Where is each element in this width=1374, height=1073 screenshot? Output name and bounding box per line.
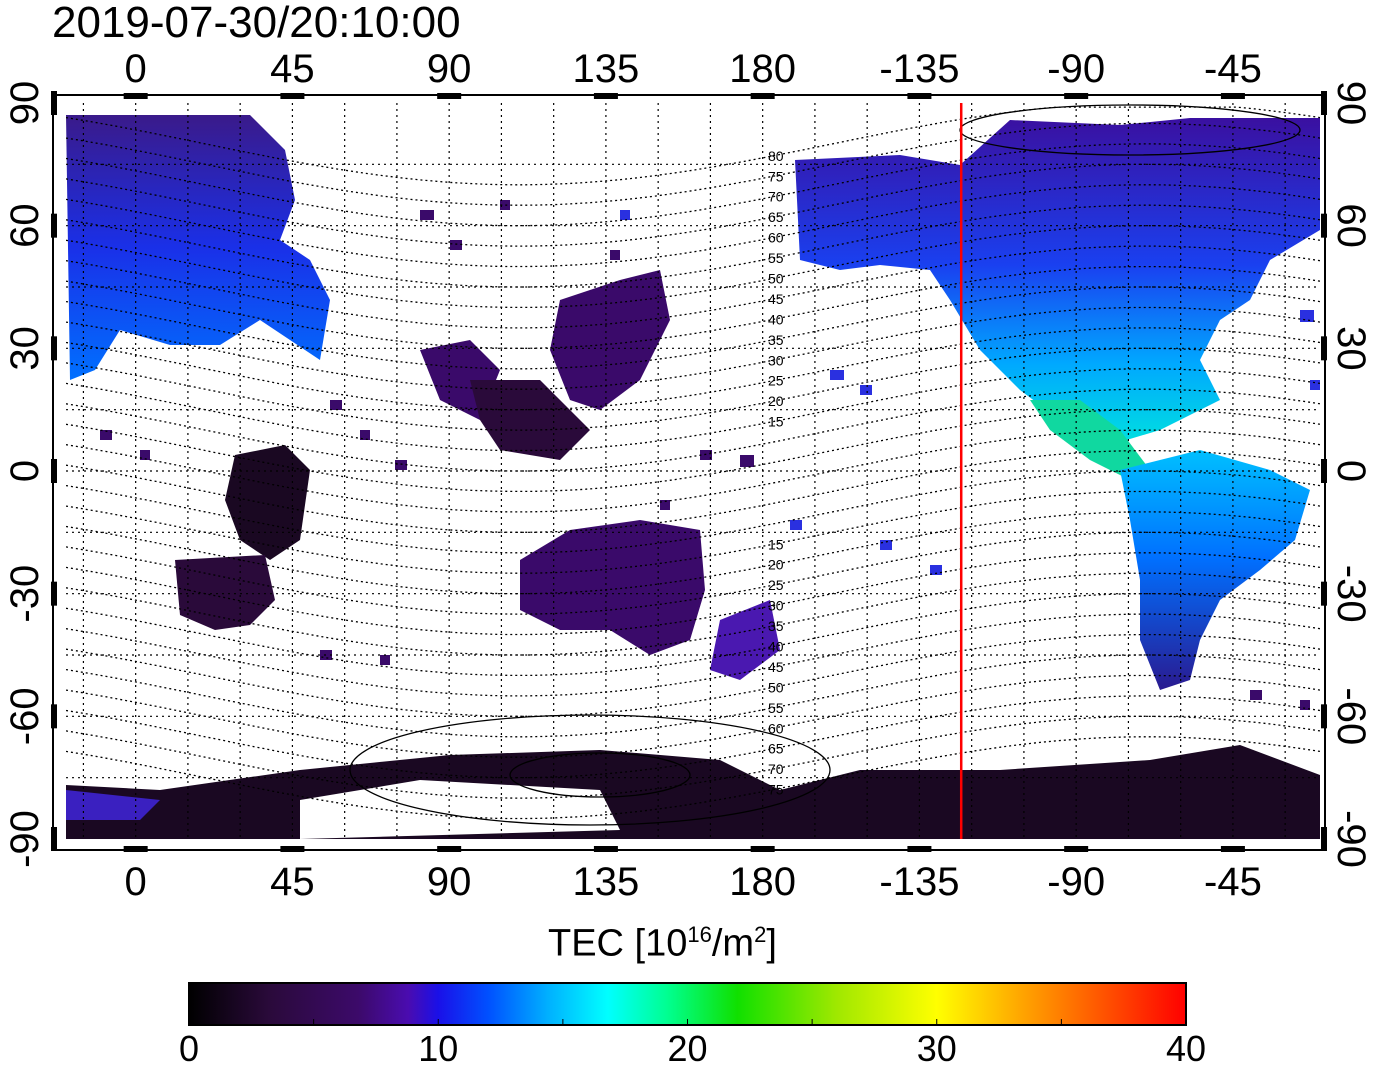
contour-label: 70 [768,189,784,205]
bottom-axis-label: 180 [729,860,796,904]
top-axis-label: -135 [879,47,959,91]
left-axis-label: -90 [3,810,47,868]
region-central-america [1030,400,1150,480]
colorbar-tick-label: 40 [1165,1028,1207,1069]
left-axis-label: -30 [3,565,47,623]
top-axis-label: 135 [573,47,640,91]
right-axis-label: -90 [1329,810,1373,868]
bottom-axis-label: 45 [270,860,315,904]
contour-label: 40 [768,639,784,655]
left-axis-label: 30 [3,326,47,371]
top-axis-label: 0 [125,47,147,91]
left-axis-label: -60 [3,687,47,745]
contour-label: 60 [768,720,784,736]
top-axis-label: 45 [270,47,315,91]
bottom-axis-label: -135 [879,860,959,904]
colorbar-tick-label: 20 [667,1028,708,1069]
right-axis-label: 30 [1329,326,1373,371]
right-axis-label: 90 [1329,81,1373,126]
contour-label: 75 [768,168,784,184]
contour-label: 55 [768,700,784,716]
colorbar-tick-label: 0 [178,1028,200,1069]
bottom-axis-label: 90 [427,860,472,904]
contour-label: 25 [768,373,784,389]
region-europe [66,115,330,380]
colorbar-tick-label: 10 [418,1028,459,1069]
colorbar-title: TEC [1016/m2] [548,922,777,965]
contour-label: 35 [768,332,784,348]
bottom-axis-label: -90 [1047,860,1105,904]
region-south-america [1120,450,1310,690]
contour-label: 65 [768,209,784,225]
region-antarctica-west [66,790,160,820]
bottom-axis-label: 0 [125,860,147,904]
contour-label: 15 [768,414,784,430]
contour-label: 40 [768,311,784,327]
region-north-america [795,118,1320,445]
region-australia [520,520,705,655]
top-axis-label: 90 [427,47,472,91]
contour-label: 30 [768,598,784,614]
right-axis-label: 0 [1329,460,1373,482]
top-axis-label: -90 [1047,47,1105,91]
contour-label: 55 [768,250,784,266]
left-axis-label: 0 [3,460,47,482]
top-axis-label: -45 [1204,47,1262,91]
right-axis-label: -30 [1329,565,1373,623]
region-se-asia [470,380,590,460]
colorbar [188,982,1187,1026]
contour-label: 45 [768,659,784,675]
bottom-axis-label: -45 [1204,860,1262,904]
contour-label: 15 [768,536,784,552]
tec-data-layer [66,115,1320,839]
contour-label: 65 [768,741,784,757]
contour-label: 20 [768,557,784,573]
region-south-africa [175,555,275,630]
contour-label: 80 [768,148,784,164]
contour-label: 75 [768,782,784,798]
region-east-asia [550,270,670,410]
colorbar-tick-label: 30 [916,1028,957,1069]
left-axis-label: 90 [3,81,47,126]
right-axis-label: -60 [1329,687,1373,745]
contour-label: 60 [768,230,784,246]
contour-line [66,633,1320,717]
polar-ellipses [349,104,1301,826]
contour-labels: 80 75 70 65 60 55 50 45 40 35 30 25 20 15 15 20 25 30 35 40… [768,148,784,798]
axis-labels: 0 45 90 135 180 -135 -90 -45 0 45 90 135 180 -135 -90 -… [3,47,1373,904]
top-axis-label: 180 [729,47,796,91]
region-africa [225,445,310,560]
contour-label: 30 [768,352,784,368]
contour-label: 25 [768,577,784,593]
region-antarctica [66,745,1320,839]
contour-label: 50 [768,679,784,695]
contour-line [66,674,1320,758]
contour-label: 70 [768,761,784,777]
contour-label: 50 [768,271,784,287]
contour-label: 35 [768,618,784,634]
colorbar-minor-ticks [188,1019,1187,1025]
contour-label: 20 [768,393,784,409]
bottom-axis-label: 135 [573,860,640,904]
left-axis-label: 60 [3,203,47,248]
contour-line [66,654,1320,738]
contour-label: 45 [768,291,784,307]
right-axis-label: 60 [1329,203,1373,248]
map-timestamp-title: 2019-07-30/20:10:00 [52,0,461,47]
